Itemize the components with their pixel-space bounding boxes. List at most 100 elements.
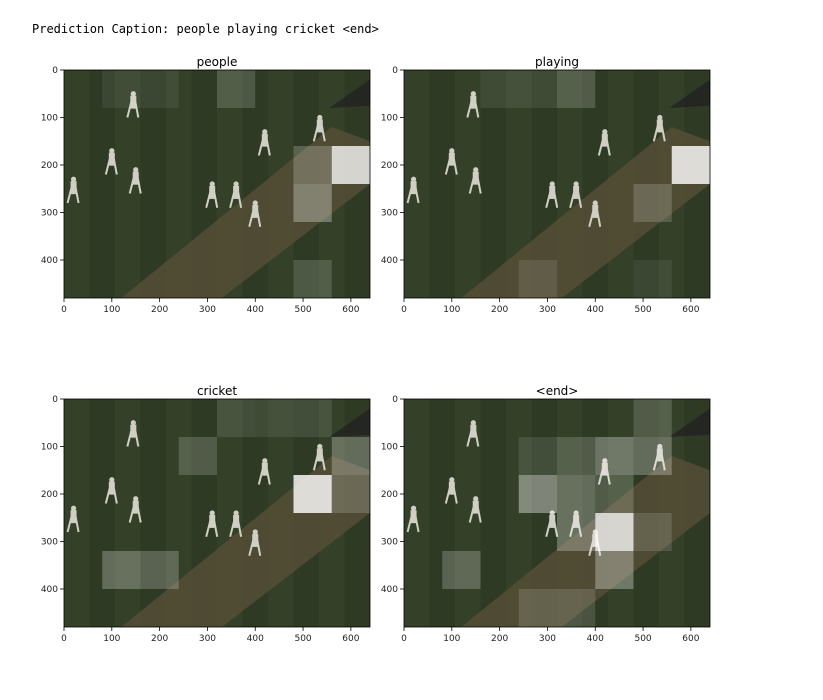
advertising-board (329, 79, 370, 108)
player-head (130, 91, 136, 97)
y-tick-label: 200 (381, 490, 398, 500)
player-leg (605, 468, 611, 485)
player-leg (128, 177, 135, 194)
pitch (121, 127, 370, 298)
player-body (472, 171, 479, 185)
player (128, 167, 142, 194)
player-head (473, 496, 479, 502)
attention-cell (293, 260, 332, 298)
player-head (573, 510, 579, 516)
player-head (70, 505, 77, 511)
plot-frame (63, 69, 371, 299)
player-leg (104, 158, 111, 175)
attention-cell (557, 437, 596, 475)
player-leg (452, 158, 458, 175)
player (66, 176, 80, 204)
x-tick-label: 100 (103, 634, 120, 644)
attention-panel-cricket: cricket 0 100 200 300 400 500 600 0 100 200 300 400 (30, 381, 375, 651)
player-leg (320, 125, 326, 142)
y-tick-label: 300 (41, 538, 58, 548)
player-head (410, 176, 417, 182)
attention-cell (217, 399, 256, 437)
player (229, 510, 243, 537)
field-stripe (64, 70, 90, 298)
player-leg (229, 191, 236, 208)
player-leg (66, 187, 73, 204)
player-body (70, 510, 77, 524)
player-leg (652, 125, 659, 142)
player-body (448, 481, 455, 495)
attention-cell (442, 551, 481, 589)
player-head (252, 200, 258, 206)
x-tick-label: 200 (151, 305, 168, 315)
player-body (601, 462, 608, 476)
player-leg (577, 191, 583, 208)
player (468, 496, 482, 523)
player-head (449, 148, 455, 154)
player-leg (104, 487, 111, 504)
player (406, 505, 420, 533)
panel-title: <end> (535, 384, 579, 398)
attention-cell (293, 146, 332, 184)
pitch (461, 127, 710, 298)
player-body (601, 133, 608, 147)
x-tick-label: 300 (539, 634, 556, 644)
attention-cell (293, 184, 332, 222)
y-tick-label: 100 (381, 443, 398, 453)
player (569, 510, 583, 537)
player-leg (248, 210, 255, 227)
attention-cell (633, 437, 672, 475)
x-tick-label: 200 (491, 305, 508, 315)
player-leg (652, 454, 659, 471)
y-tick-label: 300 (381, 209, 398, 219)
player-head (573, 181, 579, 187)
player-leg (134, 101, 140, 118)
player-leg (112, 487, 118, 504)
x-tick-label: 100 (443, 305, 460, 315)
player-leg (256, 210, 262, 227)
x-tick-label: 600 (682, 305, 699, 315)
player-leg (74, 187, 80, 204)
attention-panel-people: people 0 100 200 300 400 500 600 0 100 200 300 400 (30, 52, 375, 322)
player (104, 477, 118, 504)
y-tick-label: 400 (41, 585, 58, 595)
x-tick-label: 600 (342, 305, 359, 315)
player-leg (414, 516, 420, 533)
attention-cell (518, 437, 557, 475)
player-body (233, 185, 240, 199)
x-tick-label: 0 (401, 305, 407, 315)
player-leg (569, 520, 576, 537)
player-leg (66, 516, 73, 533)
attention-heatmap-plot: 0 100 200 300 400 500 600 0 100 200 300 400 (41, 66, 371, 315)
x-tick-label: 500 (294, 305, 311, 315)
attention-cell (518, 70, 557, 108)
player-leg (320, 454, 326, 471)
player (126, 91, 140, 118)
player-leg (596, 210, 602, 227)
attention-cell (178, 437, 217, 475)
x-tick-label: 400 (587, 305, 604, 315)
y-tick-label: 200 (41, 161, 58, 171)
y-tick-label: 300 (41, 209, 58, 219)
attention-cell (480, 70, 519, 108)
caption-label: Prediction Caption: (32, 22, 170, 36)
x-tick-label: 300 (199, 305, 216, 315)
player-head (317, 443, 323, 450)
attention-cell (633, 399, 672, 437)
attention-cell (255, 399, 294, 437)
attention-cell (518, 589, 557, 627)
player-leg (476, 506, 482, 523)
player (229, 181, 243, 208)
x-tick-label: 500 (634, 634, 651, 644)
player-leg (74, 516, 80, 533)
player-leg (444, 158, 451, 175)
player-body (656, 119, 663, 133)
player-leg (126, 430, 133, 447)
player-leg (466, 430, 473, 447)
attention-cell (633, 260, 672, 298)
player-head (233, 510, 239, 516)
attention-cell (557, 513, 596, 551)
player-leg (256, 539, 262, 556)
player-leg (406, 187, 413, 204)
player-head (470, 420, 476, 426)
